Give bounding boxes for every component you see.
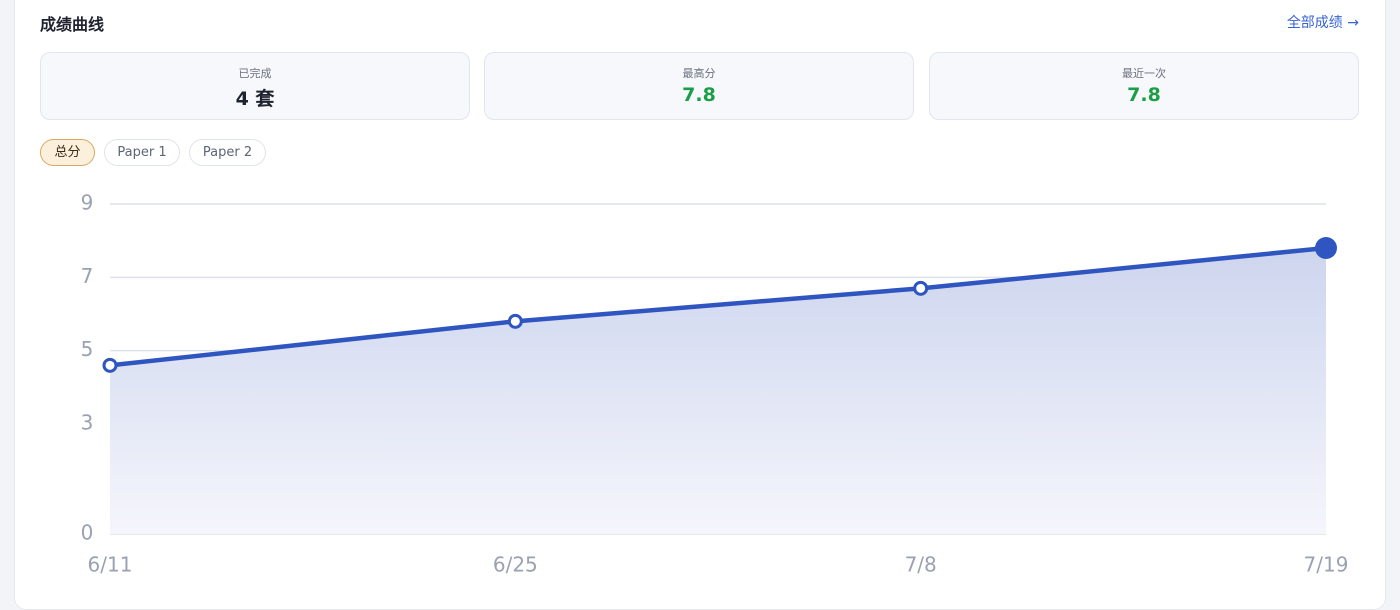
stat-label: 已完成 — [238, 67, 272, 80]
y-tick-label: 3 — [81, 411, 94, 435]
x-tick-label: 6/11 — [88, 553, 133, 577]
section-title: 成绩曲线 — [40, 15, 105, 34]
stat-card: 已完成 4 套 — [40, 52, 470, 120]
point — [1315, 237, 1337, 259]
stat-value: 7.8 — [682, 84, 716, 106]
x-tick-label: 7/8 — [905, 553, 937, 577]
tab[interactable]: Paper 1 — [104, 139, 180, 166]
stat-card: 最高分 7.8 — [484, 52, 914, 120]
stat-value: 4 套 — [235, 88, 275, 110]
x-tick-label: 6/25 — [493, 553, 538, 577]
y-tick-label: 5 — [81, 337, 94, 361]
point — [507, 313, 523, 329]
stat-label: 最高分 — [682, 67, 716, 80]
y-tick-label: 0 — [81, 521, 94, 545]
stat-card: 最近一次 7.8 — [929, 52, 1359, 120]
point — [102, 357, 118, 373]
area — [110, 248, 1326, 534]
y-tick-label: 9 — [81, 191, 94, 215]
y-tick-label: 7 — [81, 264, 94, 288]
point — [913, 280, 929, 296]
all-scores-link[interactable]: 全部成绩 → — [1286, 15, 1359, 31]
stat-value: 7.8 — [1127, 84, 1161, 106]
tab[interactable]: 总分 — [40, 139, 95, 166]
stat-label: 最近一次 — [1122, 67, 1166, 80]
line — [109, 245, 1327, 368]
x-tick-label: 7/19 — [1304, 553, 1349, 577]
tab[interactable]: Paper 2 — [189, 139, 266, 166]
